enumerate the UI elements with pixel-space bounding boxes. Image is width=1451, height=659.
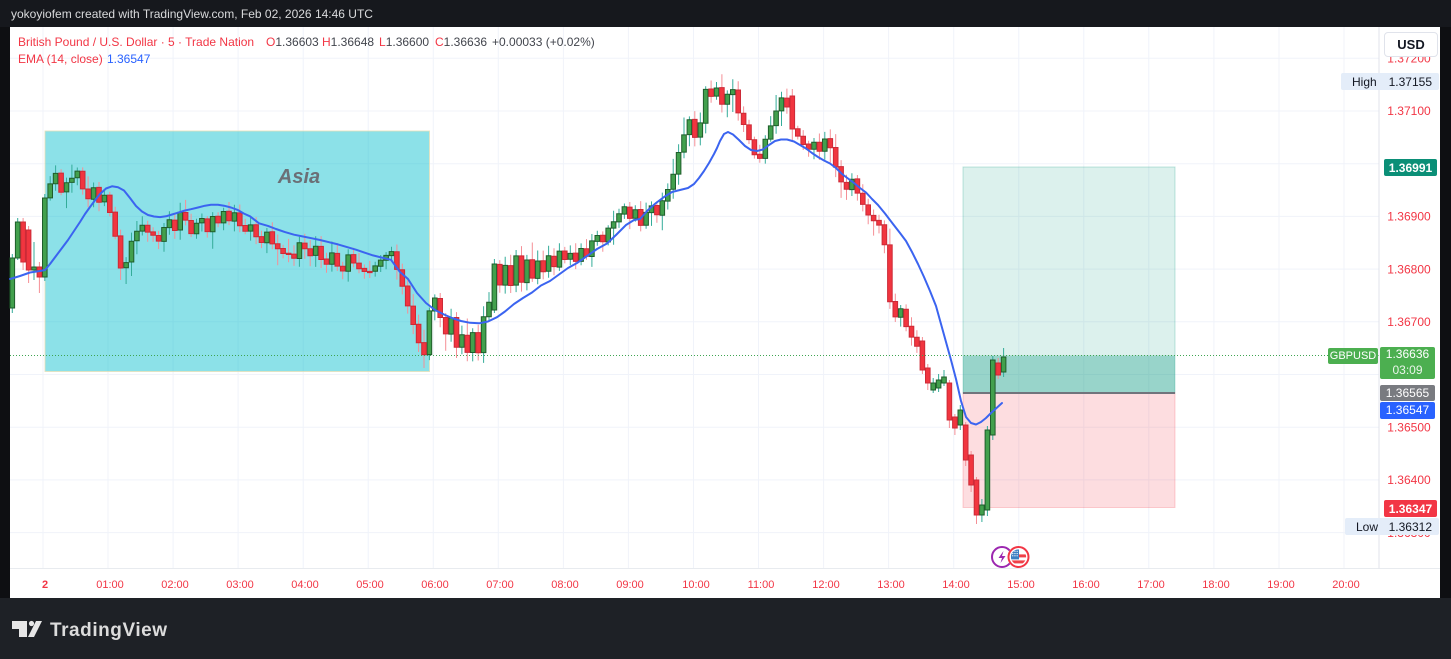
svg-text:1.36700: 1.36700 — [1387, 315, 1431, 329]
svg-text:1.36800: 1.36800 — [1387, 262, 1431, 276]
svg-text:10:00: 10:00 — [682, 579, 710, 591]
svg-text:06:00: 06:00 — [421, 579, 449, 591]
svg-text:12:00: 12:00 — [812, 579, 840, 591]
svg-text:1.36500: 1.36500 — [1387, 420, 1431, 434]
svg-text:04:00: 04:00 — [291, 579, 319, 591]
svg-text:1.36400: 1.36400 — [1387, 473, 1431, 487]
svg-text:16:00: 16:00 — [1072, 579, 1100, 591]
svg-text:05:00: 05:00 — [356, 579, 384, 591]
svg-text:14:00: 14:00 — [942, 579, 970, 591]
svg-text:15:00: 15:00 — [1007, 579, 1035, 591]
svg-text:Asia: Asia — [277, 166, 320, 188]
svg-text:2: 2 — [42, 579, 48, 591]
svg-text:20:00: 20:00 — [1332, 579, 1360, 591]
svg-text:09:00: 09:00 — [616, 579, 644, 591]
svg-text:08:00: 08:00 — [551, 579, 579, 591]
svg-text:1.37100: 1.37100 — [1387, 104, 1431, 118]
svg-text:18:00: 18:00 — [1202, 579, 1230, 591]
svg-text:02:00: 02:00 — [161, 579, 189, 591]
svg-text:1.36900: 1.36900 — [1387, 210, 1431, 224]
svg-text:03:00: 03:00 — [226, 579, 254, 591]
svg-text:07:00: 07:00 — [486, 579, 514, 591]
svg-text:01:00: 01:00 — [96, 579, 124, 591]
svg-text:19:00: 19:00 — [1267, 579, 1295, 591]
svg-text:TradingView: TradingView — [50, 620, 168, 640]
svg-text:13:00: 13:00 — [877, 579, 905, 591]
svg-text:17:00: 17:00 — [1137, 579, 1165, 591]
svg-text:11:00: 11:00 — [748, 579, 775, 591]
